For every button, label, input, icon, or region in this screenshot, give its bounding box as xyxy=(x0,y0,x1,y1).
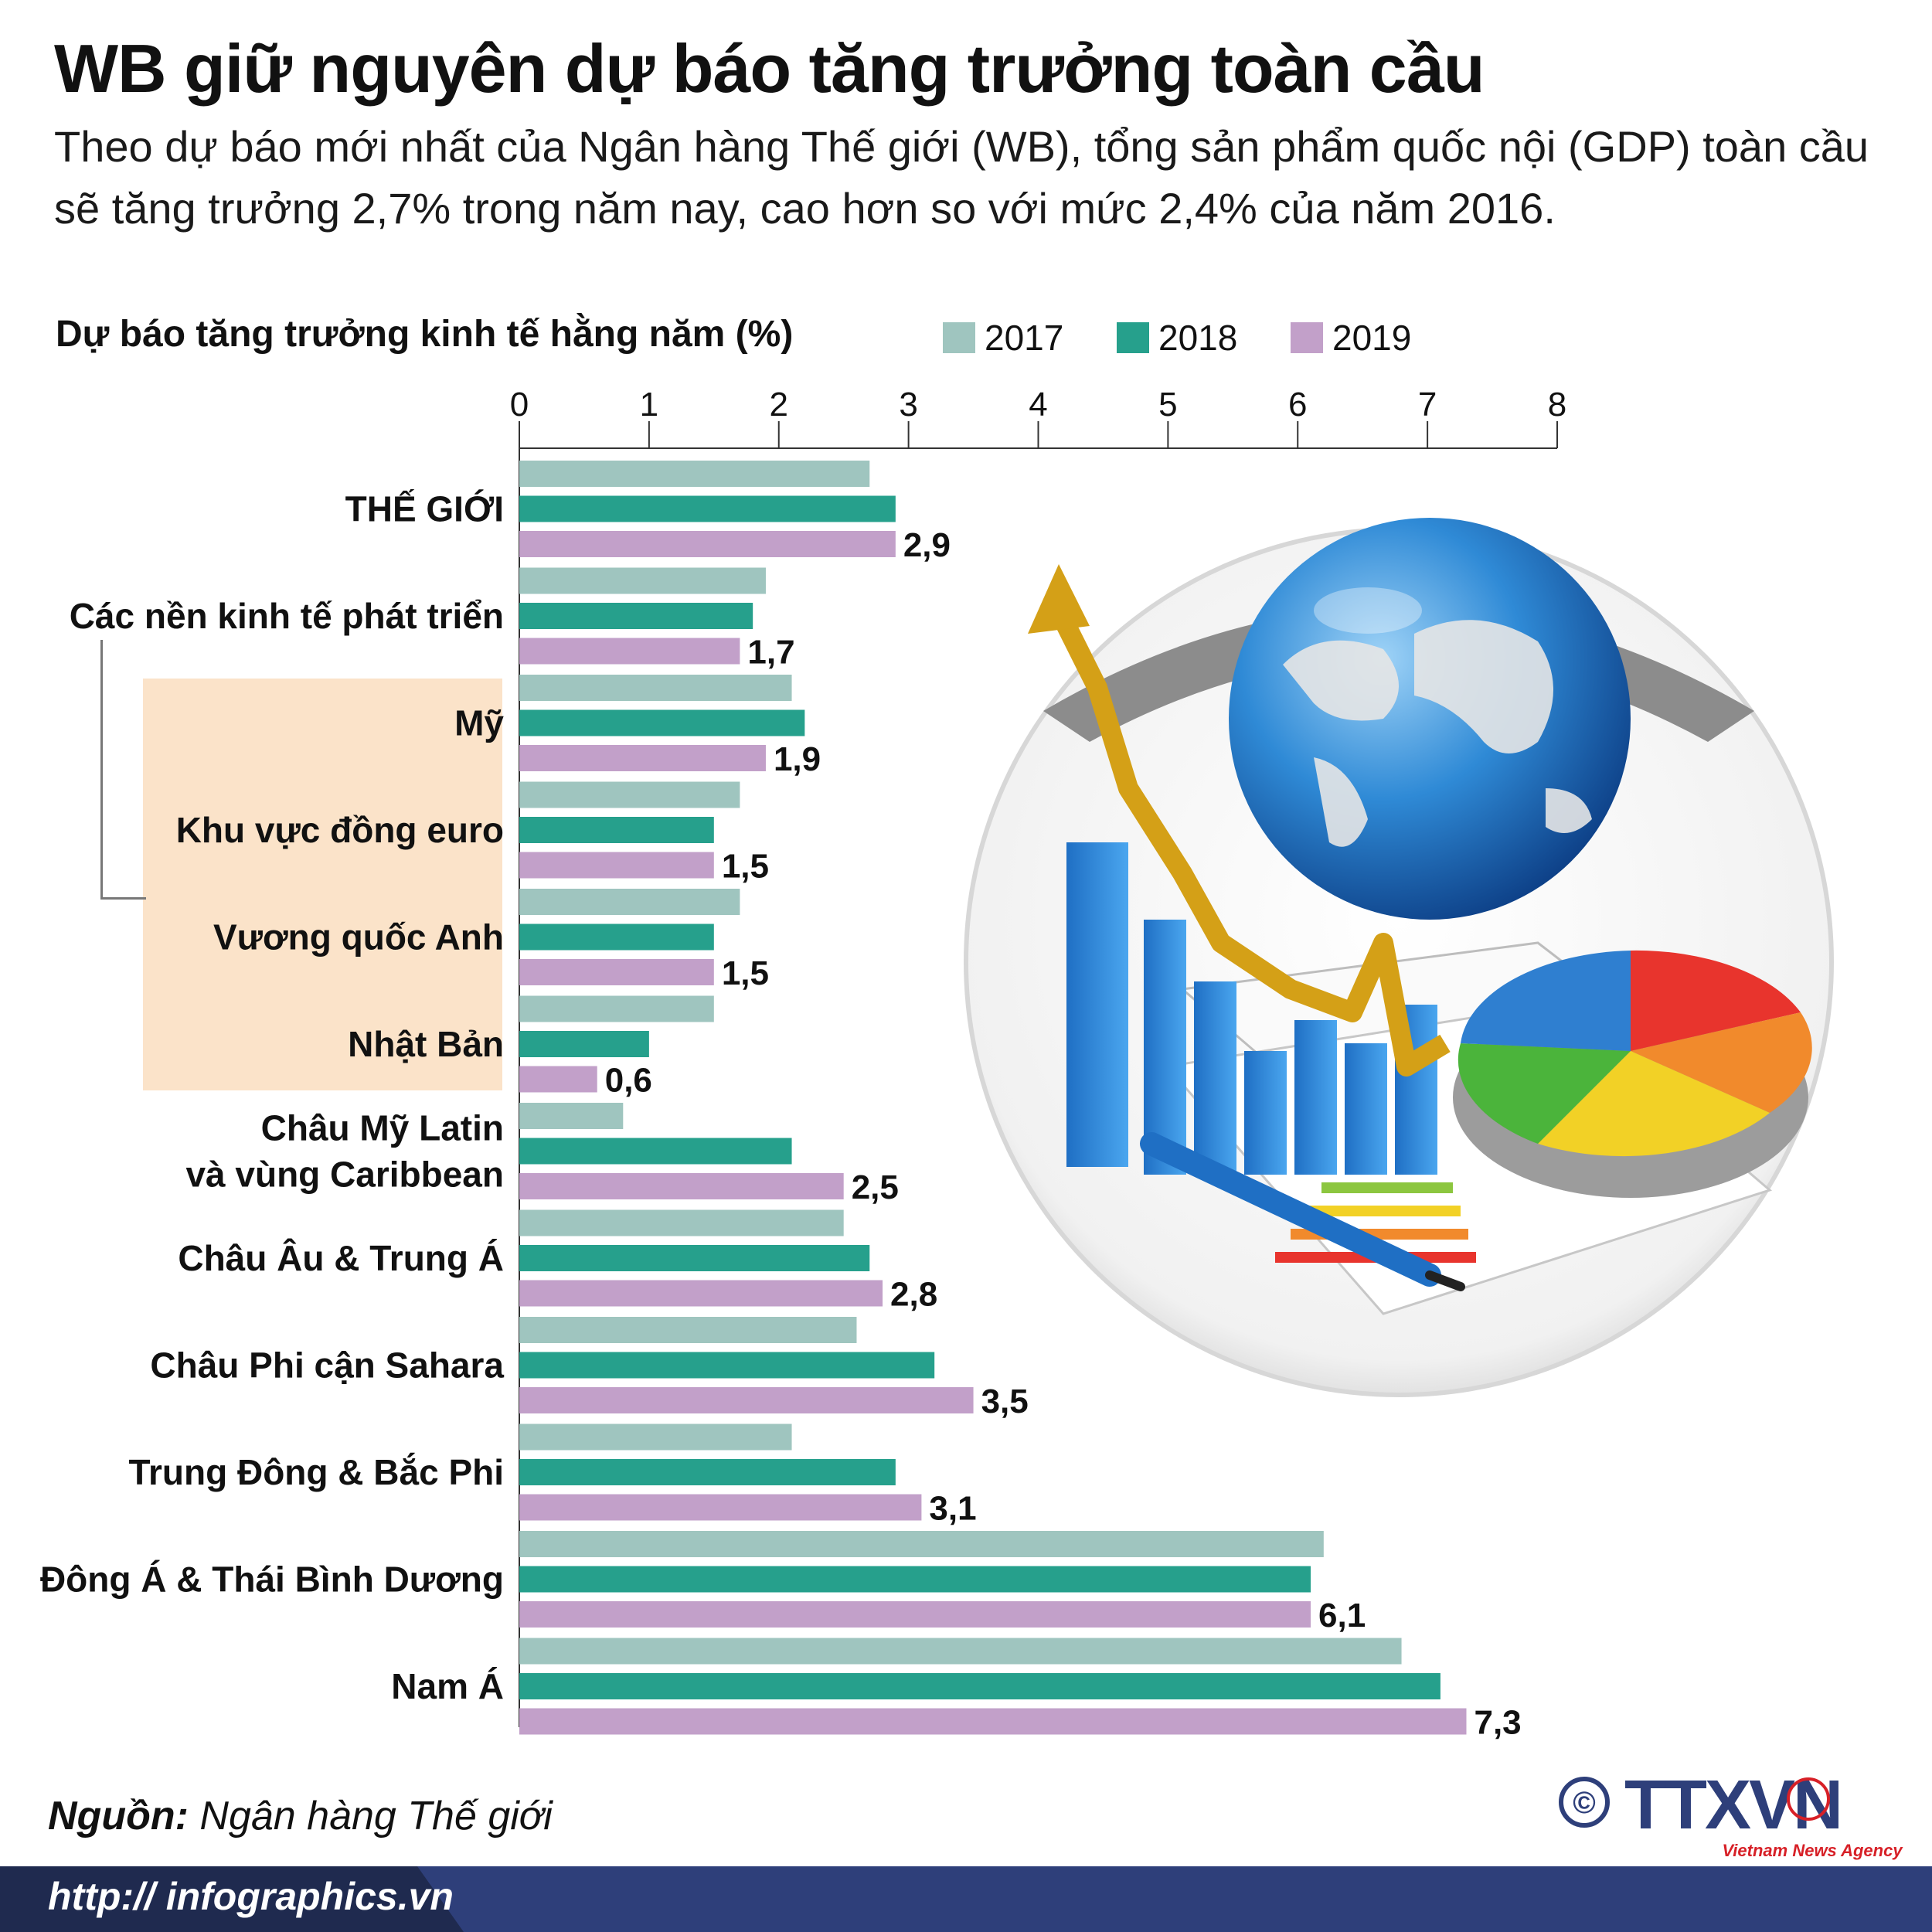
legend-swatch-2017 xyxy=(943,322,975,353)
legend-swatch-2019 xyxy=(1291,322,1323,353)
x-tick-label: 5 xyxy=(1158,386,1177,423)
x-tick-label: 0 xyxy=(510,386,529,423)
category-label: THẾ GIỚI xyxy=(345,489,504,529)
category-label: Mỹ xyxy=(454,703,504,743)
data-label: 2,9 xyxy=(903,526,951,564)
bar-2017 xyxy=(519,889,740,915)
bar-2019 xyxy=(519,1494,922,1521)
bar-2018 xyxy=(519,495,896,522)
category-label: Châu Phi cận Sahara xyxy=(150,1345,504,1386)
category-label: và vùng Caribbean xyxy=(185,1155,504,1195)
x-tick-label: 2 xyxy=(770,386,788,423)
x-tick-label: 3 xyxy=(899,386,917,423)
globe-charts-illustration xyxy=(964,518,1834,1397)
developed-economies-bracket xyxy=(100,640,146,900)
source-note: Nguồn: Ngân hàng Thế giới xyxy=(48,1793,553,1839)
data-label: 0,6 xyxy=(605,1062,652,1100)
bar-2019 xyxy=(519,745,766,771)
developed-economies-highlight xyxy=(143,679,502,1090)
x-tick-label: 4 xyxy=(1029,386,1047,423)
bar-2018 xyxy=(519,1138,792,1165)
bar-2018 xyxy=(519,709,805,736)
category-label: Khu vực đồng euro xyxy=(176,810,504,850)
x-tick-label: 7 xyxy=(1418,386,1437,423)
x-tick-label: 8 xyxy=(1548,386,1566,423)
category-label: Trung Đông & Bắc Phi xyxy=(128,1452,504,1492)
bar-2019 xyxy=(519,1173,844,1199)
bar-2017 xyxy=(519,781,740,808)
legend-item-2017: 2017 xyxy=(943,317,1063,359)
bar-2017 xyxy=(519,1103,624,1129)
bar-2019 xyxy=(519,1601,1311,1628)
data-label: 3,5 xyxy=(981,1383,1029,1420)
bar-2019 xyxy=(519,1066,597,1093)
page-subtitle: Theo dự báo mới nhất của Ngân hàng Thế g… xyxy=(54,122,1869,233)
bar-2017 xyxy=(519,675,792,701)
category-label: Nam Á xyxy=(391,1666,504,1706)
bar-2018 xyxy=(519,1031,649,1057)
bar-2019 xyxy=(519,531,896,557)
footer-url-link[interactable]: http:// infographics.vn xyxy=(48,1875,454,1918)
data-label: 6,1 xyxy=(1318,1597,1366,1634)
bar-2018 xyxy=(519,923,714,951)
bar-2019 xyxy=(519,852,714,879)
legend-label-2017: 2017 xyxy=(985,318,1064,358)
bar-2018 xyxy=(519,1245,870,1271)
data-label: 3,1 xyxy=(929,1490,976,1528)
bar-2019 xyxy=(519,638,740,665)
bar-2017 xyxy=(519,1423,792,1451)
legend-label-2019: 2019 xyxy=(1332,318,1412,358)
bar-2018 xyxy=(519,1566,1311,1593)
data-label: 2,5 xyxy=(852,1168,899,1206)
data-label: 1,9 xyxy=(774,740,821,778)
bar-2019 xyxy=(519,1708,1467,1735)
bar-2017 xyxy=(519,995,714,1022)
category-label: Đông Á & Thái Bình Dương xyxy=(40,1560,504,1600)
source-value: Ngân hàng Thế giới xyxy=(199,1794,553,1838)
bar-2018 xyxy=(519,1459,896,1485)
bar-2017 xyxy=(519,1317,857,1343)
category-label: Các nền kinh tế phát triển xyxy=(70,596,504,636)
legend-item-2019: 2019 xyxy=(1291,317,1411,359)
legend-item-2018: 2018 xyxy=(1117,317,1237,359)
legend-label-2018: 2018 xyxy=(1158,318,1238,358)
bar-2019 xyxy=(519,1387,974,1413)
x-tick-label: 6 xyxy=(1288,386,1307,423)
data-label: 1,7 xyxy=(747,634,794,672)
bar-2019 xyxy=(519,1280,883,1307)
chart-title: Dự báo tăng trưởng kinh tế hằng năm (%) xyxy=(56,314,794,355)
bar-2017 xyxy=(519,1638,1402,1665)
data-label: 1,5 xyxy=(722,954,769,992)
bar-2017 xyxy=(519,461,870,487)
bar-2019 xyxy=(519,959,714,985)
bar-2018 xyxy=(519,1673,1440,1699)
page-title: WB giữ nguyên dự báo tăng trưởng toàn cầ… xyxy=(54,30,1485,107)
bar-2018 xyxy=(519,1352,935,1379)
source-label: Nguồn: xyxy=(48,1794,189,1838)
logo-subtitle: Vietnam News Agency xyxy=(1722,1841,1903,1860)
category-label: Châu Mỹ Latin xyxy=(261,1108,504,1148)
bar-2017 xyxy=(519,1209,844,1236)
category-label: Nhật Bản xyxy=(348,1024,504,1064)
ttxvn-logo: © TTXVN Vietnam News Agency xyxy=(1559,1767,1903,1860)
data-label: 2,8 xyxy=(890,1276,937,1314)
category-label: Vương quốc Anh xyxy=(213,917,504,957)
legend-swatch-2018 xyxy=(1117,322,1149,353)
category-label: Châu Âu & Trung Á xyxy=(178,1238,504,1278)
logo-copyright-text: © xyxy=(1573,1786,1595,1820)
data-label: 7,3 xyxy=(1474,1704,1521,1742)
bar-2017 xyxy=(519,567,766,594)
data-label: 1,5 xyxy=(722,848,769,886)
x-tick-label: 1 xyxy=(640,386,658,423)
bar-2017 xyxy=(519,1531,1324,1557)
footer-url-tab xyxy=(0,1866,464,1932)
bar-2018 xyxy=(519,603,753,629)
bar-2018 xyxy=(519,817,714,843)
